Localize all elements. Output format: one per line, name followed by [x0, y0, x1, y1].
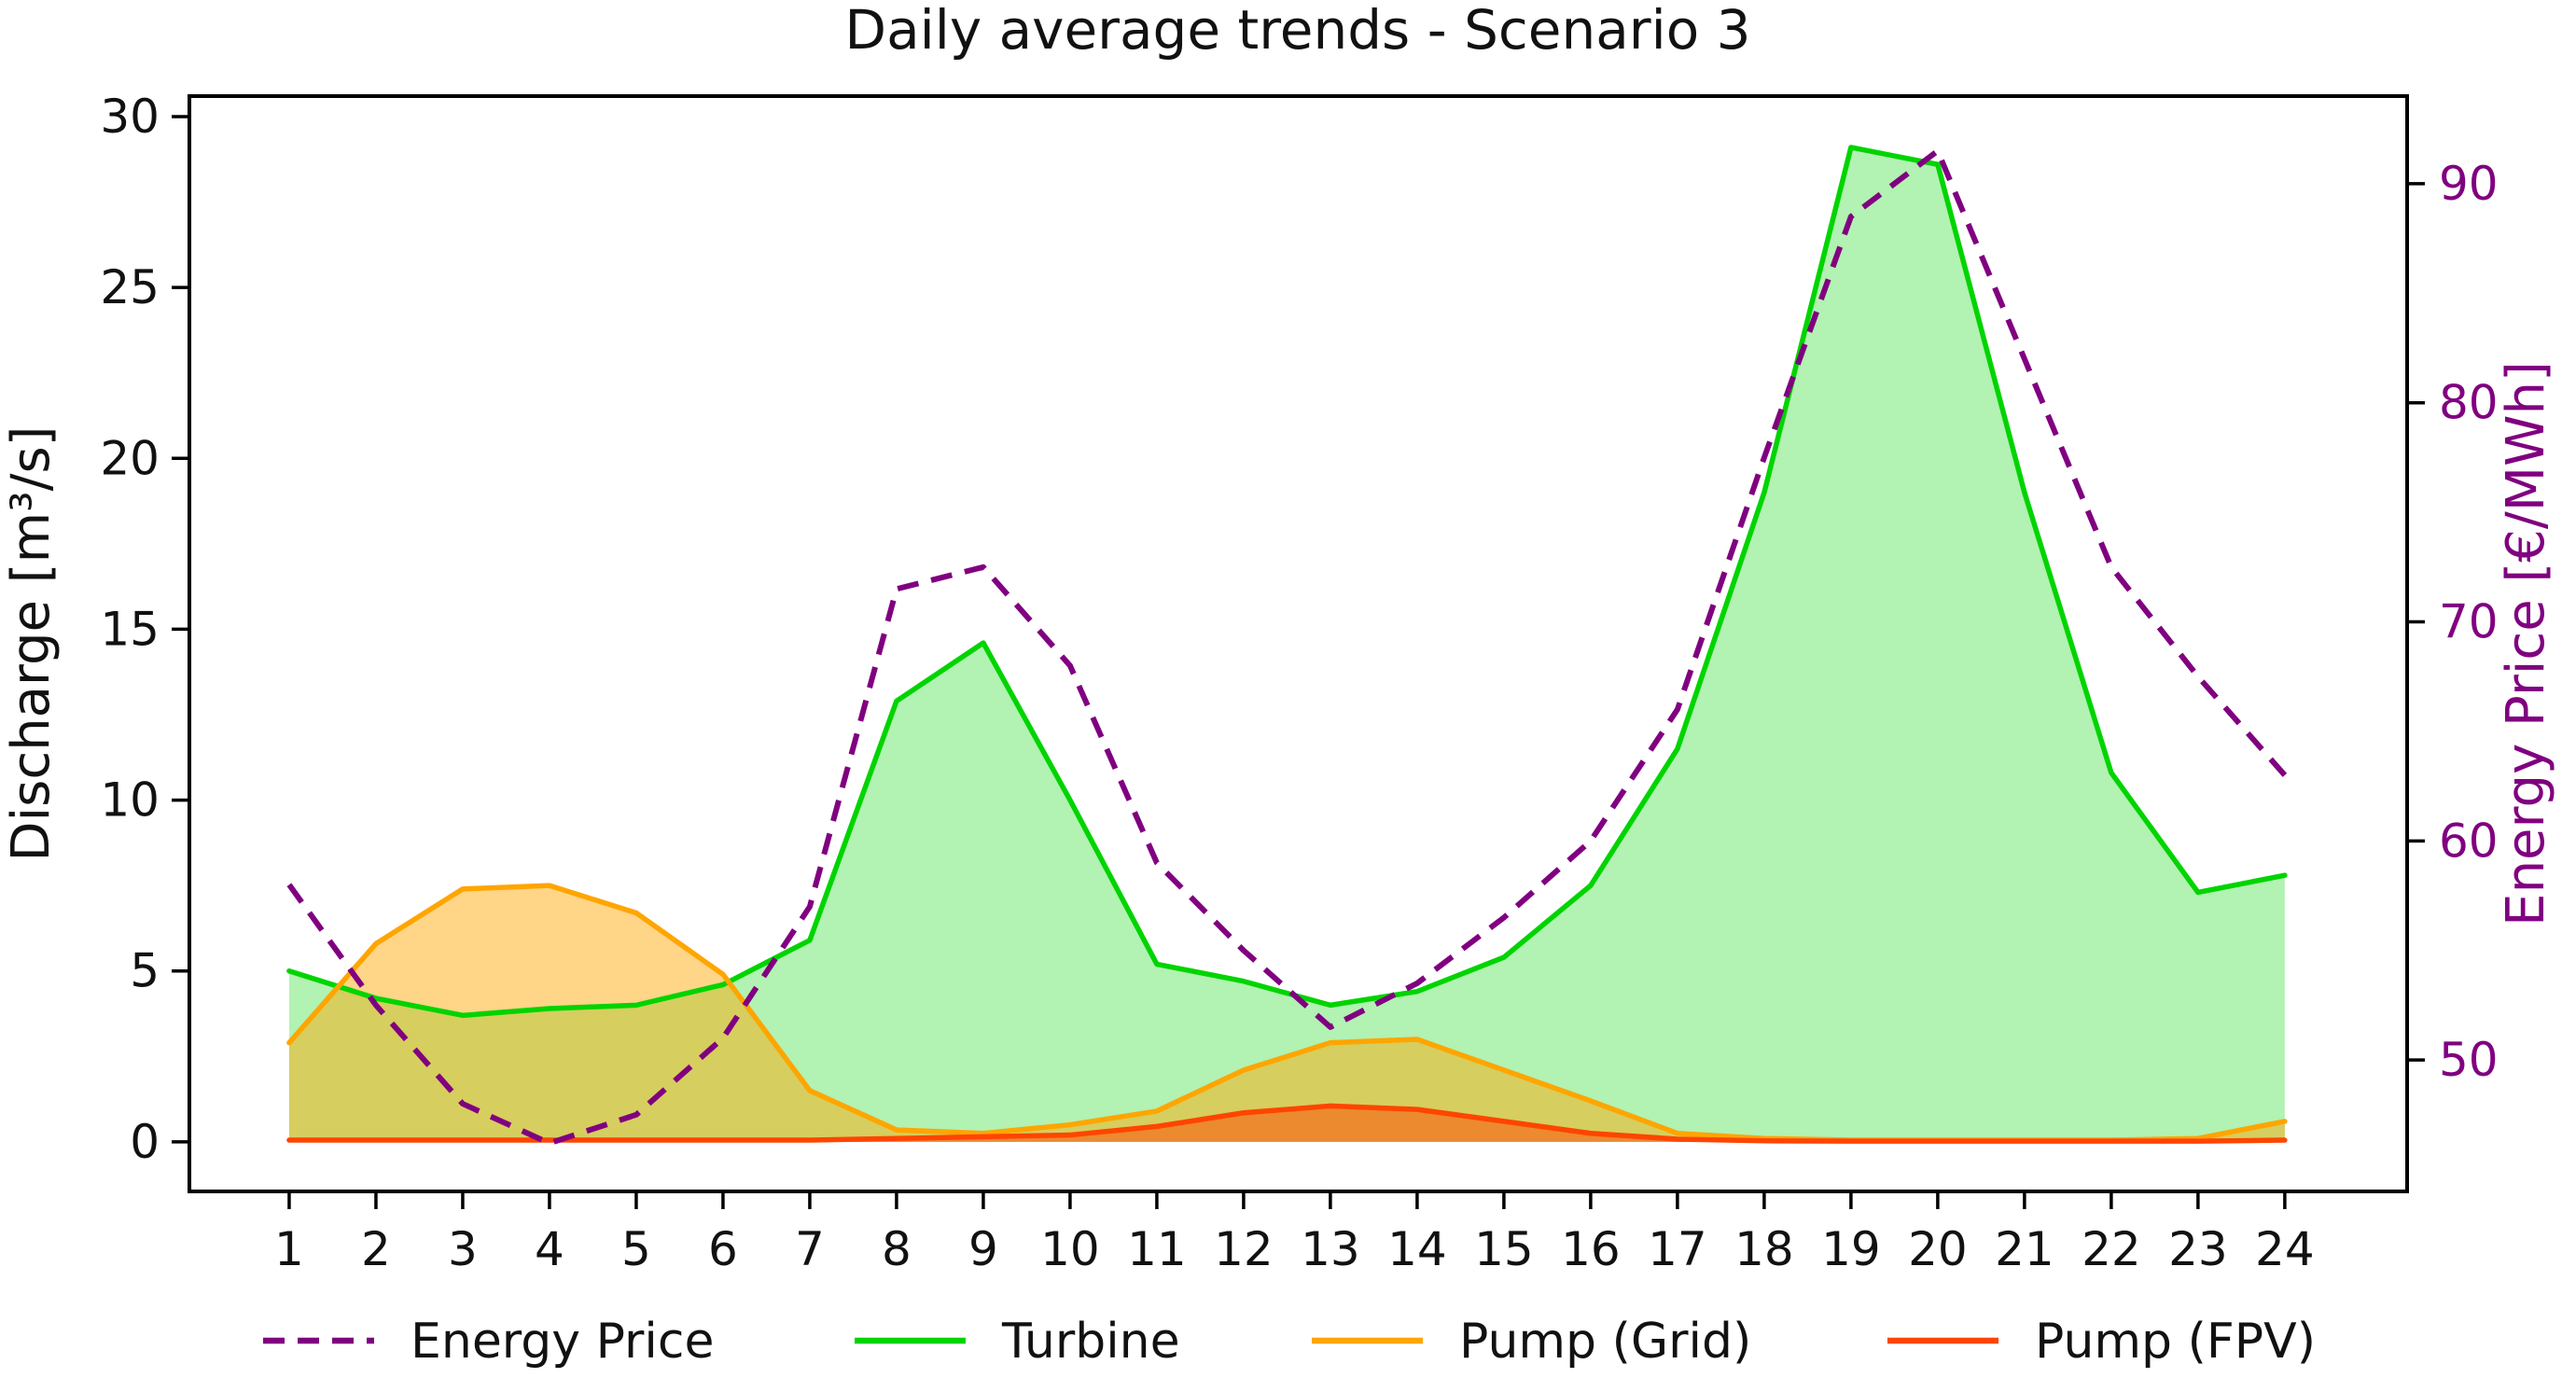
y-right-tick-label: 70 [2439, 595, 2499, 649]
y-right-tick-label: 50 [2439, 1033, 2499, 1087]
legend: Energy Price Turbine Pump (Grid) Pump (FPV) [263, 1314, 2316, 1370]
y-left-tick-label: 30 [100, 90, 160, 144]
legend-label: Energy Price [411, 1314, 714, 1370]
x-tick-label: 2 [361, 1222, 391, 1276]
legend-item-energy-price: Energy Price [263, 1314, 714, 1370]
x-tick-label: 17 [1648, 1222, 1707, 1276]
x-tick-label: 12 [1214, 1222, 1274, 1276]
y-left-tick-label: 15 [100, 602, 160, 656]
x-tick-label: 21 [1995, 1222, 2054, 1276]
legend-item-turbine: Turbine [855, 1314, 1180, 1370]
chart-title: Daily average trends - Scenario 3 [844, 0, 1750, 62]
x-tick-label: 14 [1387, 1222, 1447, 1276]
x-tick-label: 5 [621, 1222, 651, 1276]
series-lines-layer [286, 145, 2288, 1147]
x-tick-label: 9 [968, 1222, 998, 1276]
y-left-tick-label: 20 [100, 431, 160, 485]
legend-item-pump-grid: Pump (Grid) [1312, 1314, 1751, 1370]
x-tick-label: 1 [274, 1222, 304, 1276]
x-tick-label: 7 [795, 1222, 825, 1276]
x-tick-label: 11 [1127, 1222, 1187, 1276]
tick-labels-layer: 1 2 3 4 5 6 7 8 9 10 11 12 13 14 15 16 17 18 19 20 21 22 23 240… [100, 90, 2498, 1276]
y-right-tick-label: 80 [2439, 376, 2499, 430]
x-tick-label: 19 [1821, 1222, 1881, 1276]
left-axis-label: Discharge [m³/s] [1, 425, 62, 861]
right-axis-label: Energy Price [€/MWh] [2496, 361, 2556, 926]
x-tick-label: 3 [448, 1222, 478, 1276]
x-tick-label: 24 [2255, 1222, 2315, 1276]
series-line-energy-price [286, 147, 2288, 1147]
x-tick-label: 16 [1561, 1222, 1621, 1276]
series-areas-layer [288, 146, 2285, 1142]
y-left-tick-label: 25 [100, 260, 160, 314]
legend-label: Turbine [1001, 1314, 1180, 1370]
x-tick-label: 13 [1301, 1222, 1360, 1276]
y-left-tick-label: 10 [100, 773, 160, 828]
x-tick-label: 23 [2168, 1222, 2228, 1276]
x-tick-label: 4 [535, 1222, 564, 1276]
axes-layer [172, 94, 2425, 1209]
series-area-pump-grid [288, 885, 2285, 1142]
x-tick-label: 18 [1734, 1222, 1794, 1276]
legend-item-pump-fpv: Pump (FPV) [1887, 1314, 2316, 1370]
legend-label: Pump (Grid) [1459, 1314, 1751, 1370]
series-line-pump-fpv [286, 1103, 2288, 1144]
x-tick-label: 22 [2082, 1222, 2141, 1276]
x-tick-label: 6 [708, 1222, 738, 1276]
plot-border [188, 94, 2409, 1193]
x-tick-label: 8 [882, 1222, 912, 1276]
y-right-tick-label: 60 [2439, 814, 2499, 868]
series-line-turbine [286, 145, 2288, 1019]
y-right-tick-label: 90 [2439, 157, 2499, 211]
x-tick-label: 15 [1474, 1222, 1534, 1276]
legend-label: Pump (FPV) [2035, 1314, 2316, 1370]
series-area-pump-fpv [288, 1106, 2285, 1142]
series-area-turbine [288, 146, 2285, 1142]
y-left-tick-label: 5 [130, 944, 160, 998]
y-left-tick-label: 0 [130, 1115, 160, 1169]
x-tick-label: 10 [1040, 1222, 1100, 1276]
x-tick-label: 20 [1908, 1222, 1968, 1276]
